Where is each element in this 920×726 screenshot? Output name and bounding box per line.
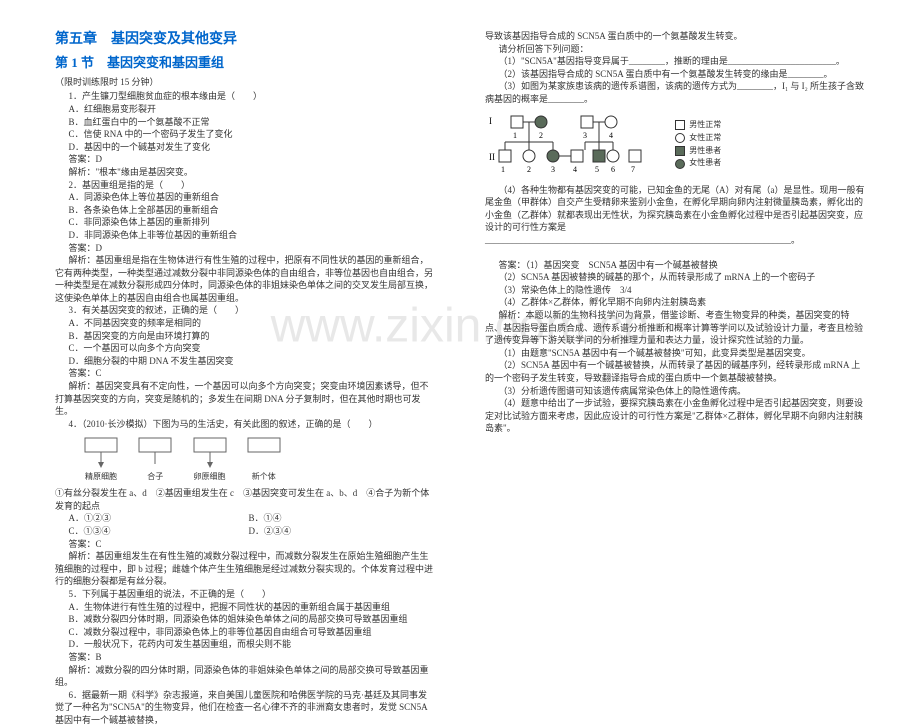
q4-b: B．①④ — [235, 512, 415, 525]
ans-l1: 答案：（1）基因突变 SCN5A 基因中有一个碱基被替换 — [485, 259, 865, 272]
section-title: 第 1 节 基因突变和基因重组 — [55, 54, 435, 72]
q3-a: A．不同基因突变的频率是相同的 — [55, 317, 435, 330]
pedigree-diagram: I 1 2 3 4 II 1 2 3 — [485, 106, 865, 184]
page: 第五章 基因突变及其他变异 第 1 节 基因突变和基因重组 （限时训练限时 15… — [0, 0, 920, 651]
svg-text:7: 7 — [631, 165, 635, 174]
q4-diagram: 精原细胞 合子 卵原细胞 新个体 — [55, 430, 435, 487]
q4-diag-3: 新个体 — [244, 472, 284, 483]
q2-ans: 答案：D — [55, 242, 435, 255]
q6-stem: 6．据最新一期《科学》杂志报道，来自美国儿童医院和哈佛医学院的马克·基廷及其同事… — [55, 689, 435, 726]
q2-b: B．各条染色体上全部基因的重新组合 — [55, 204, 435, 217]
svg-text:II: II — [489, 152, 495, 162]
q5-exp: 解析：减数分裂的四分体时期，同源染色体的非姐妹染色单体之间的局部交换可导致基因重… — [55, 664, 435, 689]
chapter-title: 第五章 基因突变及其他变异 — [55, 30, 435, 50]
svg-text:5: 5 — [595, 165, 599, 174]
q4-diag-2: 卵原细胞 — [190, 472, 230, 483]
q6-p4: （4）各种生物都有基因突变的可能，已知金鱼的无尾（A）对有尾（a）是显性。现用一… — [485, 184, 865, 247]
q3-c: C．一个基因可以向多个方向突变 — [55, 342, 435, 355]
q6-l2: 请分析回答下列问题： — [485, 43, 865, 56]
q3-b: B．基因突变的方向是由环境打算的 — [55, 330, 435, 343]
q4-diag-0: 精原细胞 — [81, 472, 121, 483]
pedigree-legend: 男性正常 女性正常 男性患者 女性患者 — [675, 118, 721, 171]
q4-c: C．①③④ — [55, 525, 235, 538]
left-column: 第五章 基因突变及其他变异 第 1 节 基因突变和基因重组 （限时训练限时 15… — [0, 0, 460, 651]
q4-ans: 答案：C — [55, 538, 435, 551]
q1-ans: 答案：D — [55, 153, 435, 166]
time-limit: （限时训练限时 15 分钟） — [55, 76, 435, 89]
q3-ans: 答案：C — [55, 367, 435, 380]
q3-stem: 3．有关基因突变的叙述，正确的是（ ） — [55, 304, 435, 317]
svg-text:4: 4 — [609, 131, 613, 140]
legend-m: 男性正常 — [689, 120, 721, 131]
q3-exp: 解析：基因突变具有不定向性，一个基因可以向多个方向突变；突变由环境因素诱导，但不… — [55, 380, 435, 418]
q1-d: D．基因中的一个碱基对发生了变化 — [55, 141, 435, 154]
q1-stem: 1．产生镰刀型细胞贫血症的根本缘由是（ ） — [55, 90, 435, 103]
q4-exp: 解析：基因重组发生在有性生殖的减数分裂过程中，而减数分裂发生在原始生殖细胞产生生… — [55, 550, 435, 588]
q5-b: B．减数分裂四分体时期，同源染色体的姐妹染色单体之间的局部交换可导致基因重组 — [55, 613, 435, 626]
q5-d: D．一般状况下，花药内可发生基因重组，而根尖则不能 — [55, 638, 435, 651]
ans-l3: （3）常染色体上的隐性遗传 3/4 — [485, 284, 865, 297]
svg-text:3: 3 — [583, 131, 587, 140]
legend-f: 女性正常 — [689, 133, 721, 144]
exp-l3: （2）SCN5A 基因中有一个碱基被替换，从而转录了基因的碱基序列，经转录形成 … — [485, 359, 865, 384]
q5-c: C．减数分裂过程中，非同源染色体上的非等位基因自由组合可导致基因重组 — [55, 626, 435, 639]
q3-d: D．细胞分裂的中期 DNA 不发生基因突变 — [55, 355, 435, 368]
q6-l1: 导致该基因指导合成的 SCN5A 蛋白质中的一个氨基酸发生转变。 — [485, 30, 865, 43]
exp-l2: （1）由题意"SCN5A 基因中有一个碱基被替换"可知，此变异类型是基因突变。 — [485, 347, 865, 360]
exp-l1: 解析：本题以新的生物科技学问为背景，借鉴诊断、考查生物变异的种类，基因突变的特点… — [485, 309, 865, 347]
svg-text:1: 1 — [501, 165, 505, 174]
q5-a: A．生物体进行有性生殖的过程中，把握不同性状的基因的重新组合属于基因重组 — [55, 601, 435, 614]
ans-l4: （4）乙群体×乙群体，孵化早期不向卵内注射胰岛素 — [485, 296, 865, 309]
svg-text:4: 4 — [573, 165, 577, 174]
right-column: 导致该基因指导合成的 SCN5A 蛋白质中的一个氨基酸发生转变。 请分析回答下列… — [460, 0, 920, 651]
exp-l5: （4）题意中给出了一步试验，要探究胰岛素在小金鱼孵化过程中是否引起基因突变，则要… — [485, 397, 865, 435]
q4-stem: 4．（2010·长沙模拟）下图为马的生活史，有关此图的叙述，正确的是（ ） — [55, 418, 435, 431]
svg-text:6: 6 — [611, 165, 615, 174]
q4-a: A．①②③ — [55, 512, 235, 525]
q4-d: D．②③④ — [235, 525, 415, 538]
q1-c: C．信使 RNA 中的一个密码子发生了变化 — [55, 128, 435, 141]
legend-mp: 男性患者 — [689, 146, 721, 157]
q1-a: A．红细胞易变形裂开 — [55, 103, 435, 116]
svg-text:2: 2 — [527, 165, 531, 174]
q1-exp: 解析："根本"缘由是基因突变。 — [55, 166, 435, 179]
svg-text:1: 1 — [513, 131, 517, 140]
svg-text:I: I — [489, 116, 492, 126]
q2-c: C．非同源染色体上基因的重新排列 — [55, 216, 435, 229]
q6-l5: （3）如图为某家族患该病的遗传系谱图，该病的遗传方式为________，I₁ 与… — [485, 80, 865, 105]
q5-stem: 5．下列属于基因重组的说法，不正确的是（ ） — [55, 588, 435, 601]
q4-opts: ①有丝分裂发生在 a、d ②基因重组发生在 c ③基因突变可发生在 a、b、d … — [55, 487, 435, 512]
q6-l4: （2）该基因指导合成的 SCN5A 蛋白质中有一个氨基酸发生转变的缘由是____… — [485, 68, 865, 81]
legend-fp: 女性患者 — [689, 158, 721, 169]
q2-exp: 解析：基因重组是指在生物体进行有性生殖的过程中，把原有不同性状的基因的重新组合，… — [55, 254, 435, 304]
q2-stem: 2．基因重组是指的是（ ） — [55, 179, 435, 192]
q2-d: D．非同源染色体上非等位基因的重新组合 — [55, 229, 435, 242]
q1-b: B．血红蛋白中的一个氨基酸不正常 — [55, 116, 435, 129]
q2-a: A．同源染色体上等位基因的重新组合 — [55, 191, 435, 204]
q4-diag-1: 合子 — [135, 472, 175, 483]
q6-l3: （1）"SCN5A"基因指导变异属于________，推断的理由是_______… — [485, 55, 865, 68]
exp-l4: （3）分析遗传图谱可知该遗传病属常染色体上的隐性遗传病。 — [485, 385, 865, 398]
svg-text:3: 3 — [551, 165, 555, 174]
ans-l2: （2）SCN5A 基因被替换的碱基的那个，从而转录形成了 mRNA 上的一个密码… — [485, 271, 865, 284]
svg-text:2: 2 — [539, 131, 543, 140]
q5-ans: 答案：B — [55, 651, 435, 664]
